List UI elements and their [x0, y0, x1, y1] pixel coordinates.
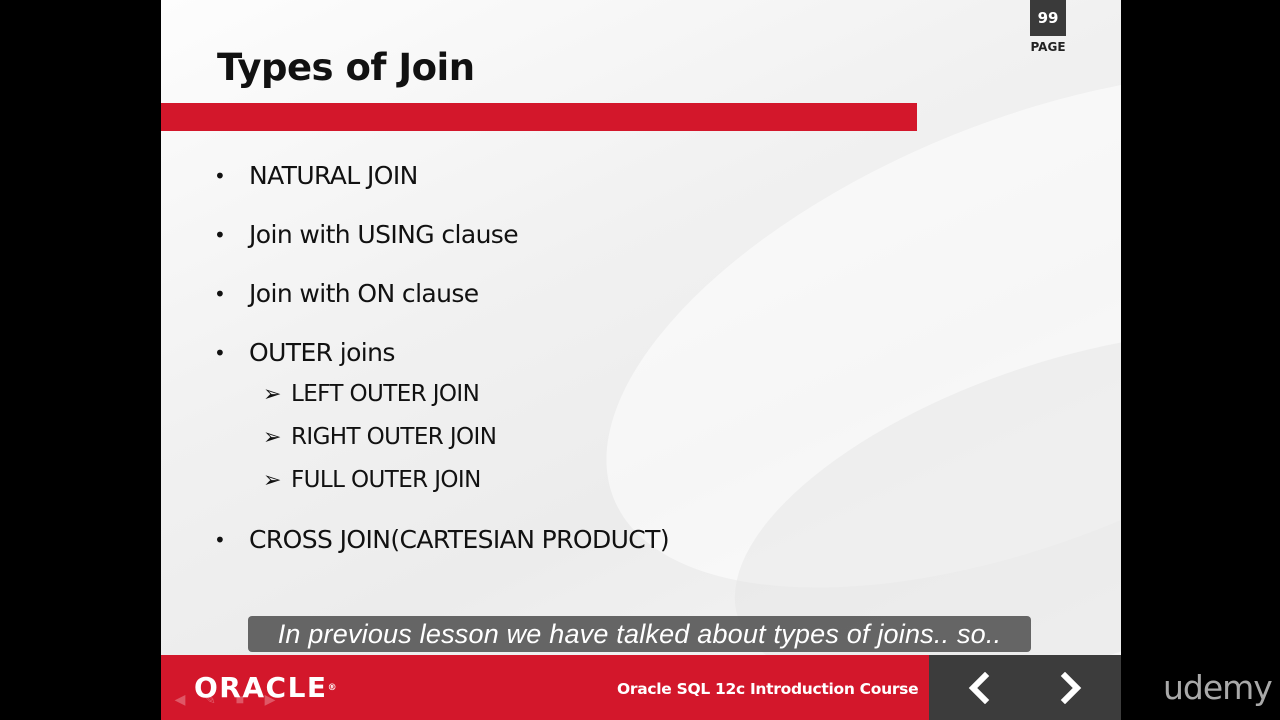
sub-bullet-label: FULL OUTER JOIN: [291, 467, 481, 493]
slide-footer: ◀ ✎ ■ ▶ ORACLE® Oracle SQL 12c Introduct…: [161, 655, 1121, 720]
udemy-watermark: udemy: [1163, 668, 1273, 707]
sub-bullet-list: ➢ LEFT OUTER JOIN ➢ RIGHT OUTER JOIN ➢ F…: [211, 373, 669, 502]
sub-bullet-label: LEFT OUTER JOIN: [291, 381, 480, 407]
menu-icon[interactable]: ■: [235, 691, 245, 707]
slide: 99 PAGE Types of Join • NATURAL JOIN • J…: [161, 0, 1121, 720]
bullet-item: • CROSS JOIN(CARTESIAN PRODUCT): [211, 520, 670, 560]
slide-navigation: [929, 655, 1121, 720]
bullet-label: Join with USING clause: [249, 220, 519, 249]
sub-bullet-label: RIGHT OUTER JOIN: [291, 424, 497, 450]
registered-mark: ®: [327, 683, 337, 693]
bullet-list: • NATURAL JOIN • Join with USING clause …: [211, 156, 670, 579]
presenter-toolbar: ◀ ✎ ■ ▶: [167, 691, 283, 708]
sub-bullet-item: ➢ RIGHT OUTER JOIN: [211, 416, 669, 459]
chevron-right-icon: [1060, 672, 1082, 704]
title-accent-bar: [161, 103, 917, 131]
bullet-item: • Join with ON clause: [211, 274, 669, 314]
arrow-left-icon[interactable]: ◀: [174, 691, 186, 707]
course-name: Oracle SQL 12c Introduction Course: [617, 680, 919, 698]
arrow-bullet-icon: ➢: [263, 425, 281, 450]
chevron-left-icon: [968, 672, 990, 704]
previous-slide-button[interactable]: [959, 670, 999, 706]
page-label: PAGE: [1030, 40, 1066, 54]
bullet-label: NATURAL JOIN: [249, 161, 418, 190]
arrow-right-icon[interactable]: ▶: [264, 691, 276, 707]
bullet-label: OUTER joins: [249, 338, 395, 367]
bullet-dot-icon: •: [214, 282, 226, 306]
sub-bullet-item: ➢ LEFT OUTER JOIN: [211, 373, 669, 416]
bullet-dot-icon: •: [214, 164, 226, 188]
page-number-badge: 99: [1030, 0, 1066, 36]
bullet-item: • Join with USING clause: [211, 215, 669, 255]
pen-icon[interactable]: ✎: [204, 691, 216, 707]
arrow-bullet-icon: ➢: [263, 382, 281, 407]
bullet-dot-icon: •: [214, 341, 226, 365]
oracle-logo-text: ORACLE: [194, 671, 328, 704]
bullet-label: Join with ON clause: [249, 279, 479, 308]
bullet-item: • NATURAL JOIN: [211, 156, 669, 196]
arrow-bullet-icon: ➢: [263, 468, 281, 493]
bullet-label: CROSS JOIN(CARTESIAN PRODUCT): [249, 525, 670, 554]
sub-bullet-item: ➢ FULL OUTER JOIN: [211, 459, 669, 502]
bullet-item: • OUTER joins: [211, 333, 669, 373]
video-subtitle: In previous lesson we have talked about …: [248, 616, 1031, 652]
oracle-logo: ORACLE®: [194, 672, 337, 704]
bullet-dot-icon: •: [214, 223, 226, 247]
slide-title: Types of Join: [217, 46, 475, 89]
bullet-dot-icon: •: [214, 528, 226, 552]
next-slide-button[interactable]: [1051, 670, 1091, 706]
